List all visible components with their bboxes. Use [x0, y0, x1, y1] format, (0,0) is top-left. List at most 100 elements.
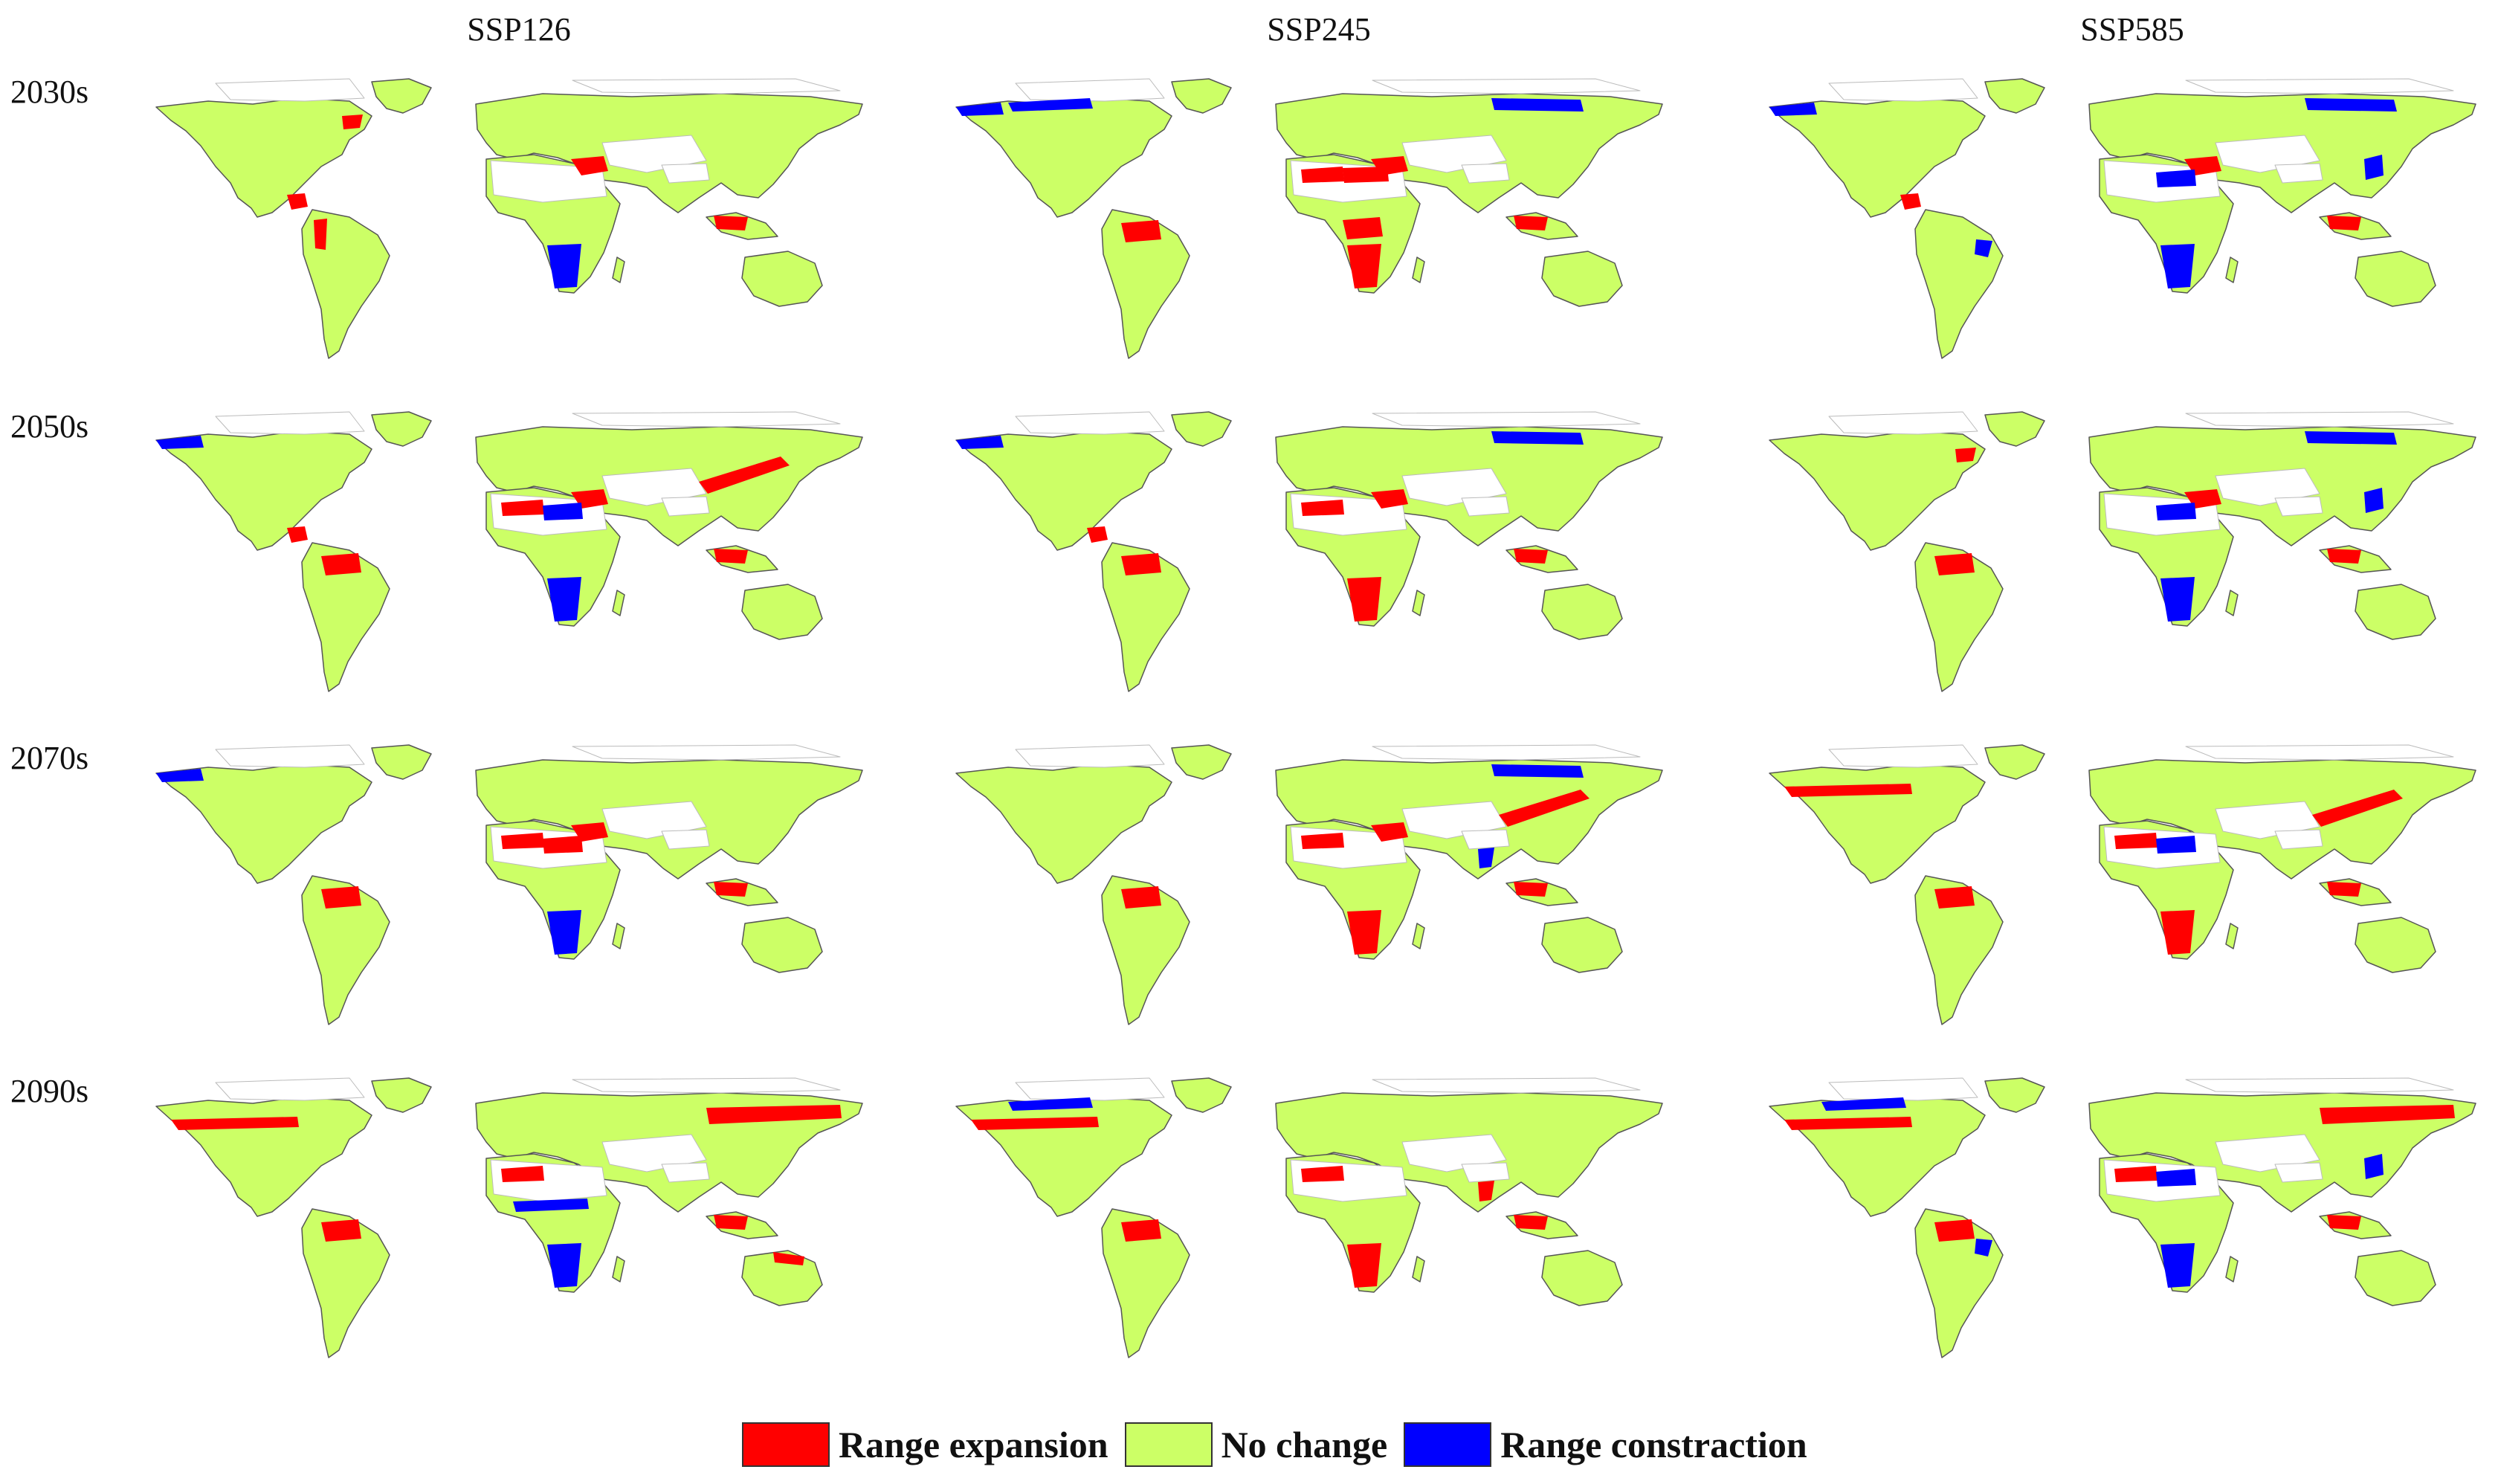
contraction-alaska — [156, 769, 204, 782]
expansion-australia-north — [773, 1252, 804, 1265]
expansion-sahara-east — [1343, 167, 1389, 183]
unsuitable-arctic-eu — [2185, 411, 2454, 428]
unsuitable-arctic-eu — [572, 744, 841, 761]
expansion-southern-africa — [1347, 910, 1381, 955]
contraction-china-east — [2364, 1154, 2384, 1179]
legend-label-expansion: Range expansion — [839, 1424, 1108, 1465]
unsuitable-arctic-eu — [2185, 1077, 2454, 1094]
land-australia — [1541, 584, 1623, 640]
column-title-ssp585: SSP585 — [2080, 11, 2184, 48]
contraction-southern-africa — [547, 910, 581, 955]
land-australia — [1541, 917, 1623, 973]
land-north-america — [155, 97, 372, 218]
land-madagascar — [2225, 257, 2239, 283]
expansion-amazon — [1121, 886, 1161, 909]
expansion-central-america — [1087, 526, 1108, 543]
land-madagascar — [1412, 1256, 1425, 1283]
unsuitable-arctic-eu — [1372, 411, 1641, 428]
expansion-sahara-west — [1301, 167, 1344, 183]
legend-swatch-expansion — [742, 1422, 830, 1467]
expansion-seasia — [714, 1215, 748, 1230]
expansion-sahara-west — [1301, 833, 1344, 849]
contraction-siberia-north — [1491, 431, 1584, 445]
world-map — [955, 1077, 1663, 1358]
unsuitable-arctic-eu — [1372, 78, 1641, 94]
land-australia — [2355, 251, 2436, 307]
unsuitable-tibet — [1461, 163, 1510, 184]
expansion-north-america-band — [1784, 1117, 1912, 1130]
land-north-america — [155, 764, 372, 884]
map-panel-ssp585-2030s — [1740, 71, 2498, 376]
contraction-arabia — [2156, 503, 2196, 520]
land-greenland — [1984, 744, 2045, 780]
contraction-siberia-north — [1491, 764, 1584, 778]
expansion-amazon — [1121, 553, 1161, 575]
land-greenland — [371, 78, 432, 114]
expansion-seasia — [2327, 549, 2361, 564]
map-panel-ssp245-2070s — [926, 738, 1700, 1042]
land-madagascar — [1412, 923, 1425, 949]
land-north-america — [955, 97, 1172, 218]
land-south-america — [1914, 875, 2004, 1025]
unsuitable-arctic-na — [215, 1077, 365, 1101]
unsuitable-arctic-na — [1015, 78, 1165, 102]
expansion-seasia — [714, 549, 748, 564]
unsuitable-tibet — [661, 496, 710, 517]
legend-label-contraction: Range constraction — [1500, 1424, 1807, 1465]
world-map — [1769, 1077, 2476, 1358]
expansion-eastasia-band — [2312, 790, 2403, 827]
map-panel-ssp585-2090s — [1740, 1071, 2498, 1375]
expansion-central-africa — [1343, 217, 1383, 239]
unsuitable-arctic-na — [1828, 411, 1978, 435]
legend: Range expansion No change Range constrac… — [742, 1419, 1824, 1471]
contraction-canada-north — [1008, 1097, 1093, 1111]
map-panel-ssp585-2070s — [1740, 738, 2498, 1042]
land-south-america — [1914, 542, 2004, 692]
world-map — [155, 1077, 863, 1358]
map-panel-ssp126-2090s — [126, 1071, 900, 1375]
map-panel-ssp126-2070s — [126, 738, 900, 1042]
land-south-america — [1101, 875, 1190, 1025]
land-greenland — [1984, 411, 2045, 447]
unsuitable-arctic-eu — [572, 1077, 841, 1094]
contraction-arabia — [2156, 836, 2196, 854]
land-north-america — [1769, 1097, 1986, 1217]
unsuitable-arctic-eu — [2185, 78, 2454, 94]
expansion-seasia — [1514, 549, 1548, 564]
expansion-amazon — [1121, 1219, 1161, 1242]
map-panel-ssp245-2050s — [926, 404, 1700, 709]
contraction-arabia — [543, 503, 583, 520]
expansion-india — [1478, 1181, 1494, 1201]
land-madagascar — [2225, 1256, 2239, 1283]
expansion-amazon — [1934, 1219, 1975, 1242]
row-label-2030s: 2030s — [10, 74, 89, 110]
land-madagascar — [2225, 590, 2239, 616]
land-madagascar — [1412, 257, 1425, 283]
land-greenland — [1171, 1077, 1232, 1113]
expansion-central-america — [287, 193, 308, 210]
land-north-america — [1769, 430, 1986, 551]
land-greenland — [371, 744, 432, 780]
expansion-eastasia-band — [1499, 790, 1590, 827]
land-north-america — [1769, 97, 1986, 218]
world-map — [1769, 78, 2476, 359]
world-map — [1769, 411, 2476, 692]
row-label-2090s: 2090s — [10, 1073, 89, 1109]
expansion-sahara-west — [501, 1166, 544, 1182]
expansion-seasia — [1514, 882, 1548, 897]
contraction-alaska — [1769, 103, 1817, 116]
land-greenland — [1984, 1077, 2045, 1113]
expansion-southern-africa — [1347, 1243, 1381, 1288]
unsuitable-arctic-na — [1828, 78, 1978, 102]
land-madagascar — [612, 590, 625, 616]
unsuitable-arctic-na — [1015, 411, 1165, 435]
expansion-siberia-band — [2320, 1105, 2455, 1124]
unsuitable-tibet — [1461, 1162, 1510, 1183]
world-map — [955, 744, 1663, 1025]
expansion-amazon — [321, 1219, 361, 1242]
land-madagascar — [2225, 923, 2239, 949]
expansion-amazon — [1934, 886, 1975, 909]
contraction-canada-north — [1821, 1097, 1906, 1111]
expansion-seasia — [1514, 216, 1548, 230]
world-map — [955, 411, 1663, 692]
